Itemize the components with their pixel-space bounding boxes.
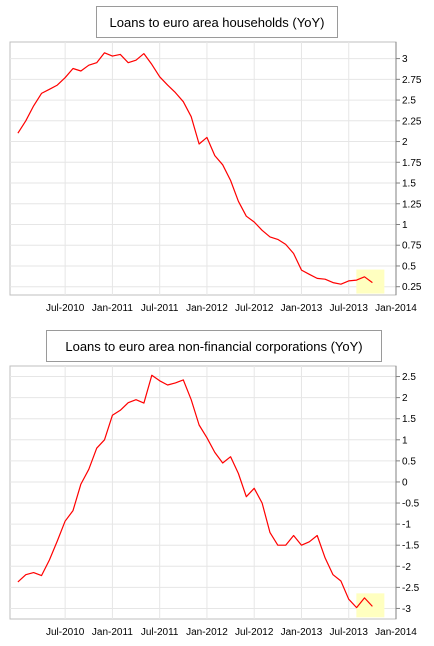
y-tick-label: 1.5 (402, 414, 416, 425)
x-tick-label: Jan-2013 (281, 627, 323, 638)
y-tick-label: 2.25 (402, 116, 422, 127)
plot-area (9, 41, 397, 296)
y-tick-label: -2 (402, 562, 411, 573)
x-tick-label: Jan-2012 (186, 627, 228, 638)
x-tick-label: Jan-2011 (92, 303, 133, 314)
y-tick-label: 0.75 (402, 241, 422, 252)
y-tick-label: 1.25 (402, 199, 422, 210)
y-tick-label: -0.5 (402, 499, 420, 510)
x-tick-label: Jul-2012 (235, 303, 274, 314)
y-tick-label: 2 (402, 137, 408, 148)
y-tick-label: 1 (402, 220, 408, 231)
y-tick-label: 0 (402, 477, 408, 488)
y-tick-label: 0.25 (402, 282, 422, 293)
y-tick-label: 2.5 (402, 372, 416, 383)
x-tick-label: Jan-2012 (186, 303, 228, 314)
x-tick-label: Jul-2011 (141, 303, 179, 314)
x-tick-label: Jan-2014 (375, 627, 417, 638)
x-tick-label: Jul-2012 (235, 627, 274, 638)
y-tick-label: 1.5 (402, 179, 416, 190)
x-tick-label: Jul-2011 (141, 627, 179, 638)
y-tick-label: 0.5 (402, 261, 416, 272)
chart-title-corporations: Loans to euro area non-financial corpora… (46, 330, 382, 362)
x-tick-label: Jan-2011 (92, 627, 133, 638)
chart-2: Jul-2010 Jan-2011 Jul-2011 Jan-2012 Jul-2012… (9, 365, 420, 638)
chart-title-households: Loans to euro area households (YoY) (96, 6, 338, 38)
x-tick-label: Jul-2013 (330, 303, 369, 314)
x-tick-label: Jan-2013 (281, 303, 323, 314)
y-tick-label: -1.5 (402, 541, 420, 552)
y-tick-label: -2.5 (402, 583, 420, 594)
y-tick-label: -1 (402, 520, 411, 531)
y-tick-label: 0.5 (402, 456, 416, 467)
y-tick-label: 3 (402, 54, 408, 65)
chart-1: Jul-2010 Jan-2011 Jul-2011 Jan-2012 Jul-2012… (9, 41, 422, 314)
x-tick-label: Jul-2010 (46, 627, 85, 638)
y-tick-label: -3 (402, 604, 411, 615)
x-tick-label: Jan-2014 (375, 303, 417, 314)
x-tick-label: Jul-2013 (330, 627, 369, 638)
y-tick-label: 2.5 (402, 96, 416, 107)
latest-value-highlight (356, 593, 385, 618)
plot-area (9, 365, 397, 620)
y-tick-label: 2 (402, 393, 408, 404)
series-line (17, 52, 373, 285)
x-tick-label: Jul-2010 (46, 303, 85, 314)
y-tick-label: 2.75 (402, 75, 422, 86)
y-tick-label: 1 (402, 435, 408, 446)
y-tick-label: 1.75 (402, 158, 422, 169)
series-line (17, 374, 373, 609)
